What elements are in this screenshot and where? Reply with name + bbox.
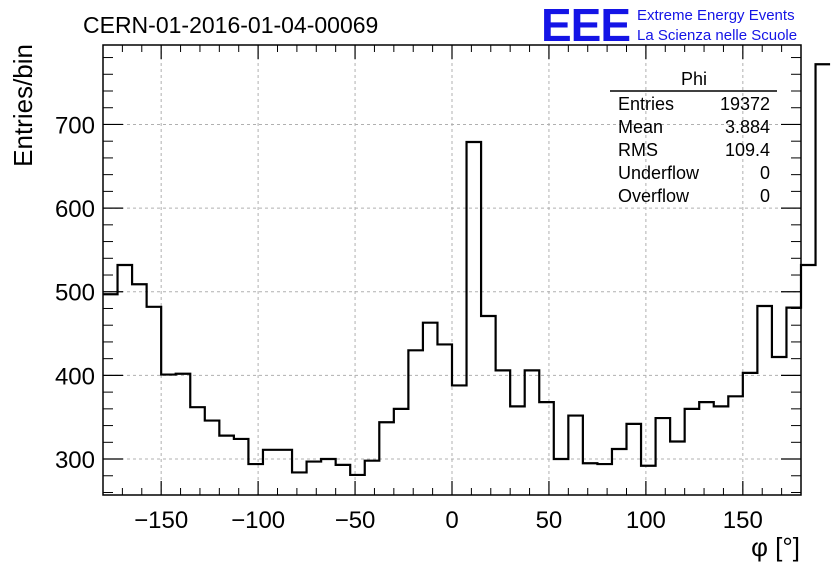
histogram-bin xyxy=(816,64,831,495)
stats-label: Mean xyxy=(618,117,663,137)
y-tick-label: 600 xyxy=(55,196,95,223)
histogram-bin xyxy=(234,439,249,495)
tick-layer xyxy=(102,45,802,495)
stats-rows: Entries 19372 Mean 3.884 RMS 109.4 Underflow 0 O… xyxy=(618,94,770,206)
x-axis-title: φ [°] xyxy=(751,532,800,562)
histogram-bin xyxy=(248,464,263,495)
histogram-bin xyxy=(568,416,583,495)
histogram-bin xyxy=(292,472,307,495)
histogram-bin xyxy=(176,374,191,495)
histogram-bin xyxy=(205,421,220,495)
x-tick-label: 0 xyxy=(445,507,458,534)
logo-line-2: La Scienza nelle Scuole xyxy=(637,27,797,44)
histogram-bin xyxy=(365,461,380,495)
x-tick-label: −100 xyxy=(231,507,285,534)
histogram-bin xyxy=(685,409,700,495)
histogram-bin xyxy=(147,307,162,495)
histogram-bin xyxy=(278,450,293,495)
histogram-bin xyxy=(757,306,772,495)
histogram-bin xyxy=(554,459,569,495)
histogram-bin xyxy=(350,475,365,495)
histogram-bin xyxy=(263,450,278,495)
histogram-bin xyxy=(670,441,685,495)
histogram-bin xyxy=(728,396,743,495)
histogram-bin xyxy=(161,375,176,495)
x-tick-label: 100 xyxy=(626,507,666,534)
stats-label: Underflow xyxy=(618,163,700,183)
histogram-bin xyxy=(394,409,409,495)
histogram-outline xyxy=(103,63,831,477)
stats-label: Entries xyxy=(618,94,674,114)
x-tick-labels: −150 −100 −50 0 50 100 150 xyxy=(134,507,763,534)
histogram-bin xyxy=(219,436,234,495)
histogram-bin xyxy=(510,406,525,495)
histogram-bin xyxy=(481,316,496,495)
histogram-bin xyxy=(336,465,351,495)
y-tick-label: 300 xyxy=(55,447,95,474)
histogram-bin xyxy=(496,370,511,495)
stats-title: Phi xyxy=(681,69,707,89)
histogram-bin xyxy=(583,463,598,495)
histogram-bin xyxy=(452,385,467,495)
stats-value: 19372 xyxy=(720,94,770,114)
stats-box: Phi Entries 19372 Mean 3.884 RMS 109.4 Underfl… xyxy=(610,69,777,206)
histogram-bin xyxy=(743,373,758,495)
y-axis-title: Entries/bin xyxy=(8,44,38,167)
grid-layer xyxy=(103,45,801,495)
histogram-bin xyxy=(801,265,816,495)
histogram-bin xyxy=(597,464,612,495)
histogram-bin xyxy=(321,459,336,495)
stats-value: 109.4 xyxy=(725,140,770,160)
histogram-bin xyxy=(772,357,787,495)
histogram-bin xyxy=(118,265,133,495)
stats-value: 3.884 xyxy=(725,117,770,137)
histogram-bin xyxy=(190,407,205,495)
histogram-bin xyxy=(641,466,656,495)
run-title: CERN-01-2016-01-04-00069 xyxy=(83,12,378,38)
stats-label: Overflow xyxy=(618,186,690,206)
histogram-bin xyxy=(467,142,482,495)
y-tick-labels: 300 400 500 600 700 xyxy=(55,112,95,474)
histogram-bin xyxy=(423,323,438,495)
x-tick-label: 150 xyxy=(723,507,763,534)
histogram-bin xyxy=(539,402,554,495)
x-tick-label: −150 xyxy=(134,507,188,534)
histogram-bin xyxy=(525,370,540,495)
histogram-bin xyxy=(379,422,394,495)
x-tick-label: 50 xyxy=(536,507,563,534)
logo-line-1: Extreme Energy Events xyxy=(637,7,795,24)
histogram-bin xyxy=(786,308,801,495)
histogram-bin xyxy=(699,402,714,495)
histogram-bin xyxy=(714,406,729,495)
stats-label: RMS xyxy=(618,140,658,160)
histogram-bin xyxy=(612,449,627,495)
histogram-bin xyxy=(656,418,671,495)
histogram-bin xyxy=(437,344,452,495)
x-tick-label: −50 xyxy=(335,507,376,534)
histogram-bin xyxy=(103,294,118,495)
eee-logo-mark: EEE xyxy=(541,0,630,51)
histogram-bin xyxy=(627,424,642,495)
y-tick-label: 700 xyxy=(55,112,95,139)
y-tick-label: 500 xyxy=(55,280,95,307)
histogram-layer xyxy=(103,63,831,495)
histogram-bin xyxy=(408,350,423,495)
stats-value: 0 xyxy=(760,163,770,183)
y-tick-label: 400 xyxy=(55,363,95,390)
stats-value: 0 xyxy=(760,186,770,206)
histogram-bin xyxy=(132,284,147,495)
histogram-bin xyxy=(307,462,322,495)
